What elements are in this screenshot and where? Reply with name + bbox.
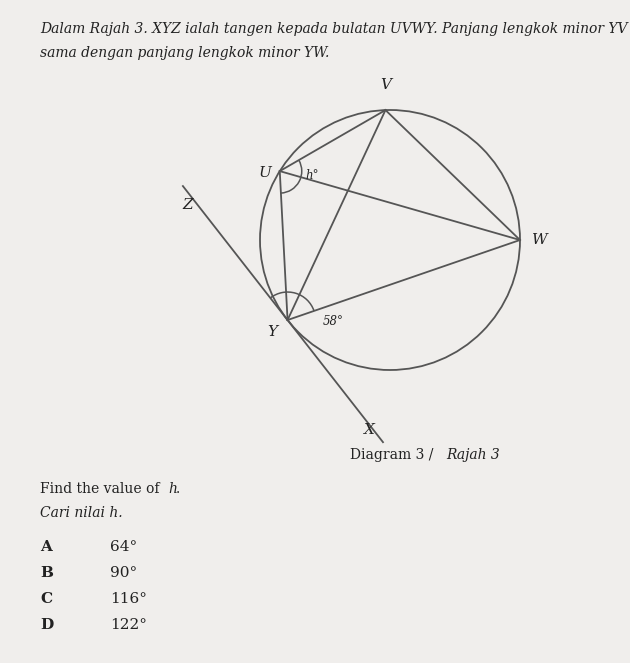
Text: Cari nilai h.: Cari nilai h. [40, 506, 123, 520]
Text: 122°: 122° [110, 618, 147, 632]
Text: C: C [40, 592, 52, 606]
Text: B: B [40, 566, 53, 580]
Text: .: . [176, 482, 180, 496]
Text: A: A [40, 540, 52, 554]
Text: h: h [168, 482, 177, 496]
Text: h°: h° [306, 169, 319, 182]
Text: 90°: 90° [110, 566, 137, 580]
Text: Dalam Rajah 3. XYZ ialah tangen kepada bulatan UVWY. Panjang lengkok minor YV ad: Dalam Rajah 3. XYZ ialah tangen kepada b… [40, 22, 630, 36]
Text: Diagram 3 /: Diagram 3 / [350, 448, 438, 462]
Text: 64°: 64° [110, 540, 137, 554]
Text: Z: Z [183, 198, 193, 212]
Text: sama dengan panjang lengkok minor YW.: sama dengan panjang lengkok minor YW. [40, 46, 329, 60]
Text: X: X [364, 423, 375, 437]
Text: 58°: 58° [323, 315, 343, 328]
Text: U: U [259, 166, 272, 180]
Text: V: V [380, 78, 391, 92]
Text: Find the value of: Find the value of [40, 482, 164, 496]
Text: Rajah 3: Rajah 3 [446, 448, 500, 462]
Text: W: W [532, 233, 547, 247]
Text: 116°: 116° [110, 592, 147, 606]
Text: Y: Y [267, 325, 278, 339]
Text: D: D [40, 618, 54, 632]
